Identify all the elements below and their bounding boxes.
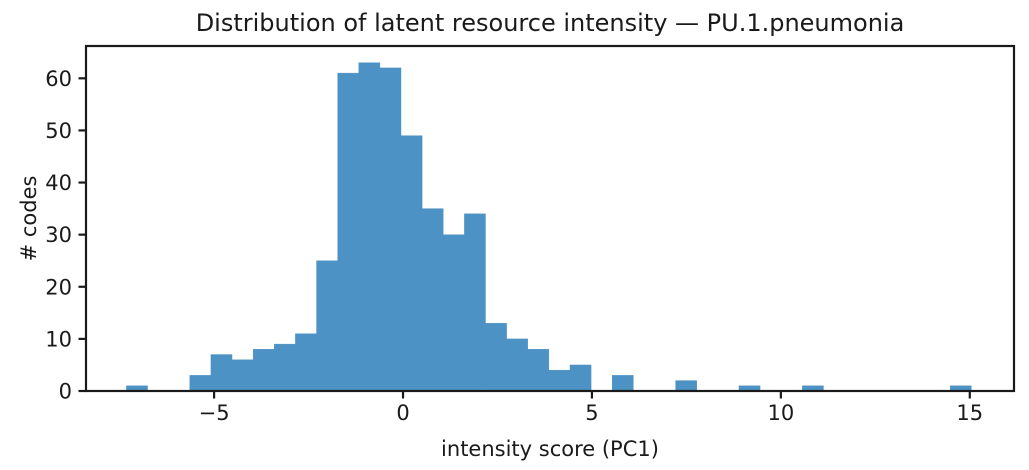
- histogram-bar: [443, 234, 465, 392]
- plot-border: [84, 44, 1016, 393]
- histogram-bar: [337, 72, 359, 392]
- y-tick-label: 50: [45, 119, 72, 143]
- chart-title: Distribution of latent resource intensit…: [196, 9, 905, 37]
- x-tick-label: 5: [585, 401, 598, 425]
- histogram-bar: [400, 135, 423, 392]
- x-tick-label: 0: [396, 401, 409, 425]
- histogram-bar: [210, 354, 233, 392]
- histogram-bar: [252, 349, 275, 392]
- x-tick-label: 15: [956, 401, 983, 425]
- y-tick-label: 10: [45, 327, 72, 351]
- histogram-bar: [295, 333, 317, 392]
- histogram-bar: [569, 364, 592, 392]
- y-tick-label: 40: [45, 171, 72, 195]
- y-tick-label: 0: [59, 380, 72, 404]
- histogram-bar: [506, 338, 528, 392]
- axes: [84, 44, 1016, 393]
- histogram-bar: [612, 375, 634, 392]
- histogram-bar: [527, 349, 550, 392]
- histogram-bar: [231, 359, 254, 392]
- x-tick-label: 10: [767, 401, 794, 425]
- histogram-bar: [189, 375, 212, 392]
- histogram-bar: [274, 343, 296, 392]
- y-tick-label: 60: [45, 67, 72, 91]
- histogram-bar: [358, 62, 381, 392]
- histogram-bar: [548, 369, 571, 392]
- x-axis-label: intensity score (PC1): [441, 437, 659, 461]
- x-tick-label: −5: [199, 401, 230, 425]
- y-tick-label: 30: [45, 223, 72, 247]
- y-axis-label: # codes: [17, 176, 41, 262]
- histogram-bar: [421, 208, 444, 392]
- histogram-bar: [485, 323, 507, 392]
- histogram-bar: [675, 380, 697, 392]
- tick-marks-and-labels: −5 0 5 10 15 0 10 20 30 40 50 60: [45, 67, 983, 425]
- histogram-bar: [464, 213, 486, 392]
- y-tick-label: 20: [45, 275, 72, 299]
- histogram-bar: [379, 67, 402, 392]
- histogram-bar: [316, 260, 338, 392]
- histogram-bars: [126, 62, 972, 392]
